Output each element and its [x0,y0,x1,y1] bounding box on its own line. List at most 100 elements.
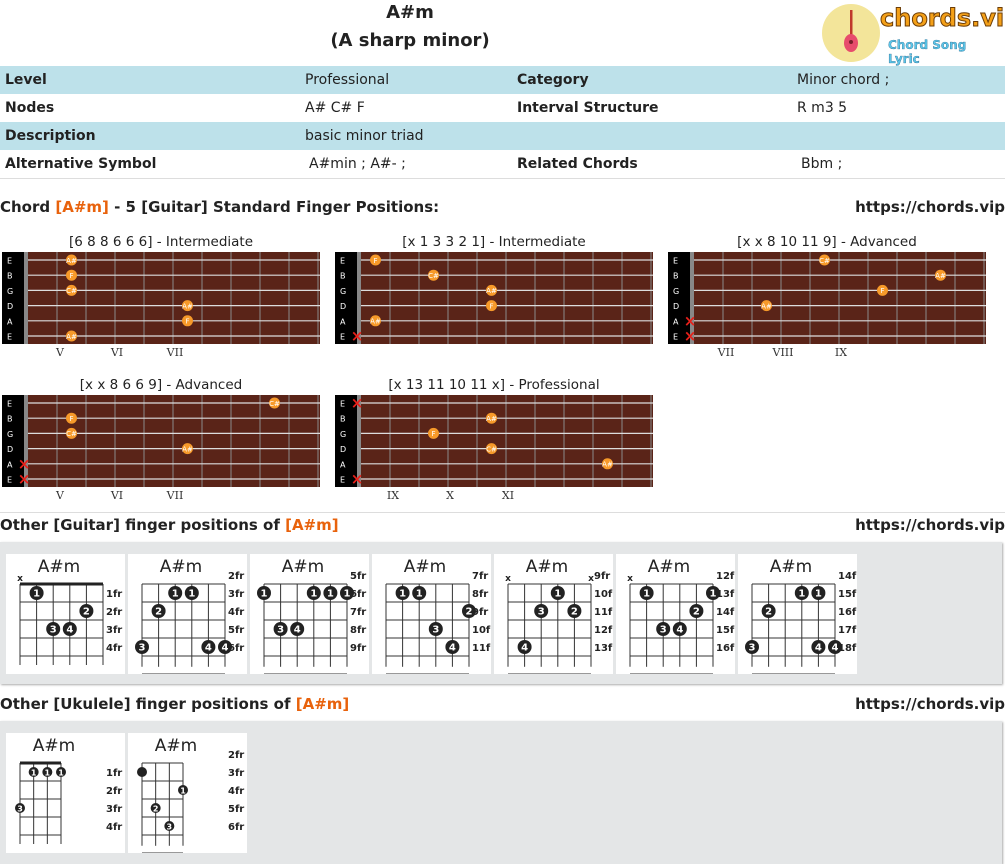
section-prefix: Chord [0,198,56,216]
site-url[interactable]: https://chords.vip [855,695,1005,713]
finger-dot [323,586,338,600]
note-dot [66,269,77,281]
chord-card[interactable]: A#m 5fr 6fr 7fr 8fr 9fr 1 1 1 1 3 4 [250,554,369,674]
note-label: C# [269,400,280,408]
chord-name: A#m [155,736,197,756]
finger-number: 2 [466,607,473,618]
chord-name: A#m [770,557,812,577]
finger-dot [567,604,582,618]
fret-number: 16fr [838,607,857,618]
category-value: Minor chord ; [792,66,1005,94]
chord-card[interactable]: A#m 1fr 2fr 3fr 4fr 1 1 1 3 [6,733,125,853]
note-label: F [69,415,73,423]
fret-numeral: VII [717,346,735,358]
note-label: A# [935,272,946,280]
site-url[interactable]: https://chords.vip [855,198,1005,216]
finger-number: 4 [222,643,229,654]
finger-dot [257,586,271,600]
fret-number: 7fr [472,571,488,582]
fret-number: 10fr [472,625,491,636]
string-name: B [340,415,346,424]
fretboard-diagram[interactable]: [x x 8 10 11 9] - Advanced E B G D A E C# A# F A# ×… [668,234,986,358]
finger-dot [29,586,44,600]
section-chord-link[interactable]: [A#m] [285,516,339,534]
finger-dot [201,640,216,654]
finger-number: 1 [31,769,37,778]
note-dot [182,443,193,455]
fret-number: 2fr [106,607,122,618]
finger-dot [137,767,147,777]
string-name: A [340,317,346,326]
section-chord-link[interactable]: [A#m] [295,695,350,713]
string-label-column [335,252,361,344]
note-dot [66,330,77,342]
fret-numerals: V VI VII [55,346,184,358]
finger-number: 1 [643,589,650,600]
note-dot [370,315,381,327]
chord-title: A#m [386,2,434,23]
finger-dot [28,767,39,777]
interval-value: R m3 5 [797,100,848,116]
chord-name: A#m [160,557,202,577]
note-dot [935,269,946,281]
string-name: A [340,460,346,469]
finger-number: 1 [180,787,186,796]
chord-card[interactable]: A#m 2fr 3fr 4fr 5fr 6fr 1 2 3 [128,733,247,853]
finger-number: 3 [749,643,756,654]
chord-card[interactable]: A#m 2fr 3fr 4fr 5fr 6fr 1 1 2 3 4 4 [128,554,247,674]
chord-card[interactable]: A#m 9fr 10fr 11fr 12fr 13fr x x 13 2 4 [494,554,613,674]
chord-card[interactable]: A#m12fr13fr14fr15fr16frx11234 [616,554,735,674]
fret-number: 1fr [106,589,122,600]
fretboard-diagram[interactable]: [x x 8 6 6 9] - Advanced E B G D A E C# F C# A# × × V… [2,377,320,501]
info-row-level: Level Professional Category Minor chord … [0,66,1005,94]
chord-card[interactable]: A#m 7fr 8fr 9fr 10fr 11fr 11 2 34 [372,554,491,674]
note-dot [66,254,77,266]
string-name: E [340,476,345,485]
note-label: A# [602,461,613,469]
fret-number: 6fr [350,589,366,600]
chord-card[interactable]: A#m 14fr 15fr 16fr 17fr 18fr 11 2 3 44 [738,554,857,674]
fretboard-diagram[interactable]: [x 1 3 3 2 1] - Intermediate E B G D A E F C# A# F… [335,234,653,344]
note-label: A# [182,445,193,453]
fret-numeral: VII [166,346,184,358]
note-label: A# [761,302,772,310]
fretboard-diagram[interactable]: [x 13 11 10 11 x] - Professional E B G D A E A#… [335,377,653,501]
related-value[interactable]: Bbm ; [792,150,1005,179]
fret-number: 1fr [106,768,122,779]
finger-number: 1 [58,769,64,778]
fretboard-wood [361,395,653,487]
finger-number: 1 [188,589,195,600]
fret-number: 3fr [106,804,122,815]
section-chord-link[interactable]: [A#m] [55,198,109,216]
string-name: A [673,317,679,326]
fret-number: 18fr [838,643,857,654]
note-dot [486,412,497,424]
string-name: E [7,333,12,342]
string-name: D [7,302,13,311]
chord-diagram: A#m 2fr 3fr 4fr 5fr 6fr 1 23 [137,736,244,853]
finger-dot [395,586,410,600]
chord-card[interactable]: A#m 1fr 2fr 3fr 4fr x 1 2 3 4 [6,554,125,674]
fretboard-diagram[interactable]: [6 8 8 6 6 6] - Intermediate E B G D A E A# F C# A… [2,234,320,358]
site-logo[interactable]: chords.vip Chord Song Lyric [822,2,1005,66]
mute-mark: x [588,574,594,584]
finger-dot [42,767,53,777]
fret-numerals: IX X XI [387,489,514,501]
alt-symbol-label: Alternative Symbol [0,150,300,179]
finger-dot [46,622,61,636]
fret-numeral: V [55,489,65,501]
description-label: Description [0,122,300,150]
chord-name: A#m [282,557,324,577]
string-name: B [7,272,13,281]
note-label: F [373,257,377,265]
string-name: E [340,257,345,266]
level-label: Level [0,66,300,94]
fret-number: 9fr [350,643,366,654]
finger-number: 1 [416,589,423,600]
note-dot [428,427,439,439]
site-url[interactable]: https://chords.vip [855,516,1005,534]
finger-dot [150,803,161,813]
